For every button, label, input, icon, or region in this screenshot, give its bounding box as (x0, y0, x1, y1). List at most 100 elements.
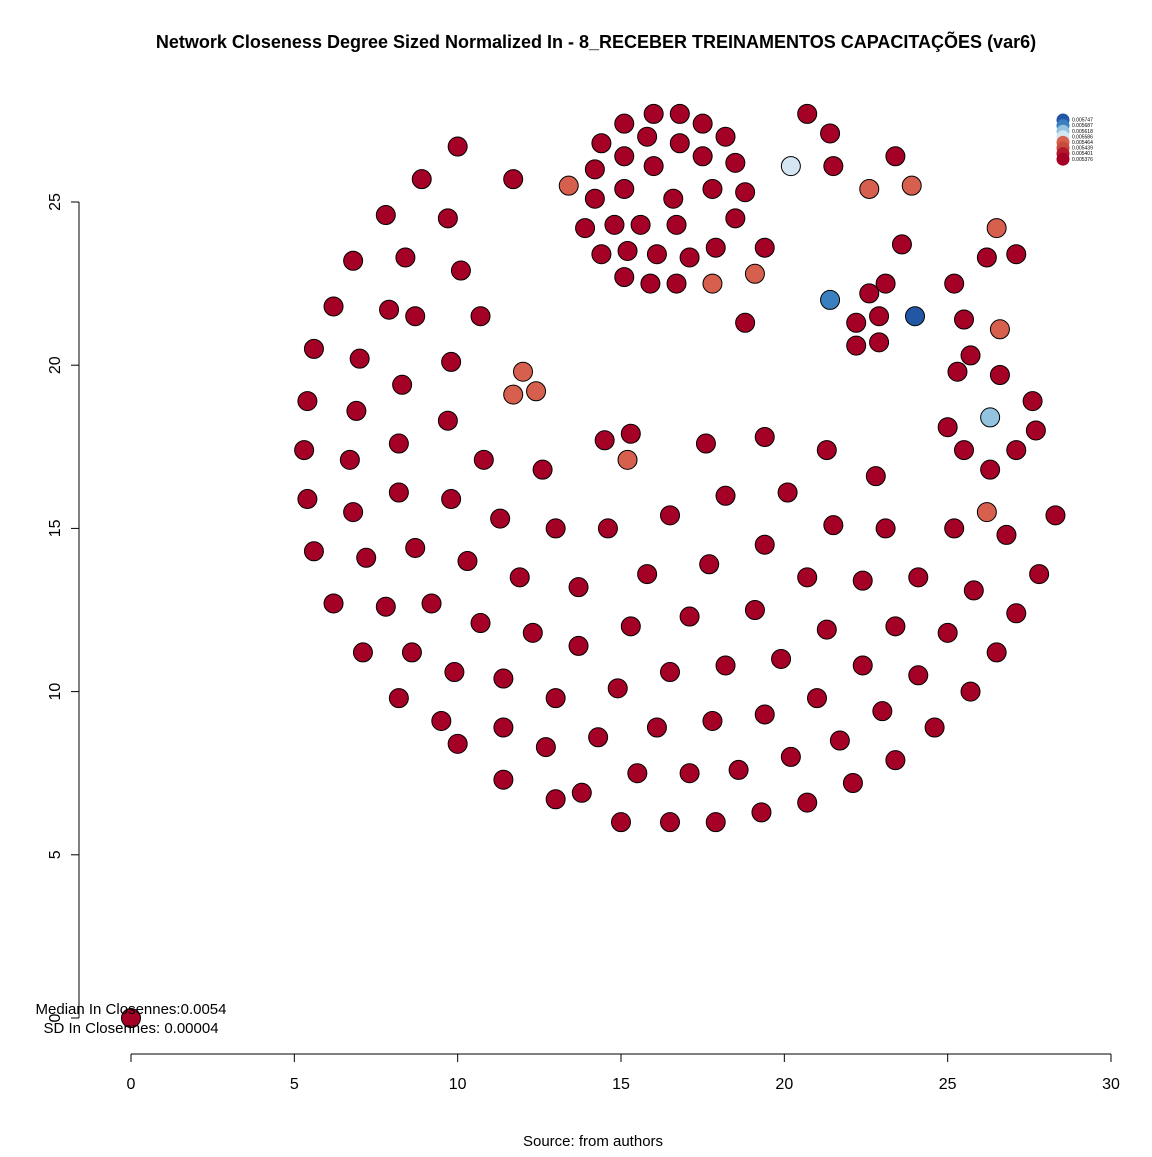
node-point (421, 593, 442, 614)
node-point (702, 178, 723, 199)
node-point (816, 619, 837, 640)
node-point (356, 547, 377, 568)
node-point (1029, 564, 1050, 585)
node-point (597, 518, 618, 539)
x-tick-label: 25 (939, 1076, 957, 1093)
legend-label: 0.005439 (1072, 146, 1093, 152)
node-point (754, 427, 775, 448)
node-point (715, 655, 736, 676)
node-point (568, 635, 589, 656)
node-point (457, 551, 478, 572)
node-point (493, 668, 514, 689)
node-point (614, 267, 635, 288)
node-point (944, 518, 965, 539)
legend-label: 0.005401 (1072, 151, 1093, 157)
node-point (617, 240, 638, 261)
node-point (885, 146, 906, 167)
x-tick-label: 20 (775, 1076, 793, 1093)
node-point (852, 655, 873, 676)
node-point (535, 737, 556, 758)
node-point (666, 273, 687, 294)
node-point (692, 113, 713, 134)
node-point (908, 567, 929, 588)
node-point (637, 564, 658, 585)
legend-label: 0.005586 (1072, 134, 1093, 140)
node-point (343, 250, 364, 271)
node-point (754, 704, 775, 725)
node-point (905, 306, 925, 327)
node-point (901, 175, 922, 196)
node-point (405, 537, 426, 558)
node-point (954, 309, 974, 330)
node-point (352, 642, 373, 663)
node-point (980, 459, 1001, 480)
node-point (646, 244, 667, 265)
chart-title: Network Closeness Degree Sized Normalize… (156, 31, 1036, 52)
node-point (989, 319, 1010, 340)
node-point (532, 459, 553, 480)
node-point (702, 273, 723, 294)
node-point (842, 772, 863, 793)
node-point (695, 433, 716, 454)
node-point (823, 515, 844, 536)
node-point (349, 348, 370, 369)
y-tick-label: 25 (47, 193, 64, 211)
node-point (754, 237, 775, 258)
node-point (846, 335, 867, 356)
node-point (392, 374, 413, 395)
node-point (869, 306, 890, 327)
node-point (339, 449, 360, 470)
node-point (660, 812, 680, 833)
legend-label: 0.005618 (1072, 129, 1093, 135)
y-tick-label: 20 (47, 356, 64, 374)
node-point (976, 502, 997, 523)
node-point (820, 289, 841, 310)
node-point (666, 214, 687, 235)
node-point (447, 136, 468, 157)
node-point (797, 103, 818, 124)
node-point (816, 440, 837, 461)
node-point (470, 613, 491, 634)
node-point (705, 812, 726, 833)
node-point (571, 782, 592, 803)
y-tick-label: 0 (47, 1013, 64, 1022)
node-point (637, 126, 658, 147)
node-point (885, 750, 906, 771)
node-point (401, 642, 422, 663)
node-point (924, 717, 945, 738)
y-tick-label: 15 (47, 519, 64, 537)
node-point (1025, 420, 1046, 441)
node-point (797, 792, 818, 813)
y-tick-label: 5 (47, 850, 64, 859)
node-point (715, 485, 736, 506)
legend-label: 0.005747 (1072, 118, 1093, 124)
node-point (944, 273, 965, 294)
node-point (937, 622, 958, 643)
node-point (660, 662, 680, 683)
node-point (346, 400, 367, 421)
node-point (751, 802, 772, 823)
node-point (584, 188, 605, 209)
node-point (473, 449, 494, 470)
node-point (954, 440, 974, 461)
node-point (869, 332, 890, 353)
node-point (865, 466, 886, 487)
node-point (771, 648, 792, 669)
x-tick-label: 5 (290, 1076, 299, 1093)
node-point (503, 384, 524, 405)
node-point (669, 103, 690, 124)
node-point (1022, 391, 1043, 412)
node-point (725, 208, 746, 229)
node-point (607, 678, 628, 699)
node-point (297, 391, 318, 412)
node-point (780, 156, 801, 177)
node-point (640, 273, 661, 294)
node-point (963, 580, 984, 601)
node-point (859, 178, 880, 199)
node-point (1006, 603, 1027, 624)
node-point (875, 273, 896, 294)
network-nodes (121, 103, 1066, 1028)
node-point (960, 345, 981, 366)
